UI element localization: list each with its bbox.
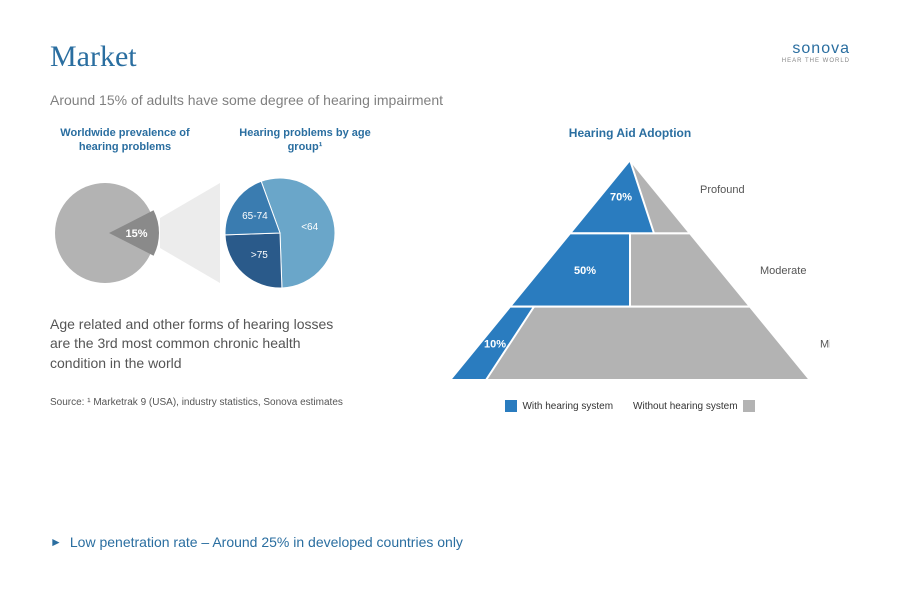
svg-text:15%: 15% bbox=[125, 228, 147, 240]
zoom-connector bbox=[160, 178, 220, 288]
svg-text:<64: <64 bbox=[301, 222, 318, 233]
arrow-icon: ► bbox=[50, 535, 62, 549]
logo-tagline: HEAR THE WORLD bbox=[782, 58, 850, 64]
svg-text:50%: 50% bbox=[574, 265, 596, 277]
svg-text:10%: 10% bbox=[484, 338, 506, 350]
slide-title: Market bbox=[50, 40, 137, 74]
legend-without: Without hearing system bbox=[633, 400, 755, 412]
svg-text:>75: >75 bbox=[251, 250, 268, 261]
brand-logo: sonova HEAR THE WORLD bbox=[782, 40, 850, 64]
legend-with: With hearing system bbox=[505, 400, 613, 412]
slide-subtitle: Around 15% of adults have some degree of… bbox=[50, 92, 850, 108]
pyramid-legend: With hearing system Without hearing syst… bbox=[410, 400, 850, 412]
age-group-pie: <64 >75 65-74 bbox=[220, 173, 340, 293]
right-panel: Hearing Aid Adoption 70% Profound 50% Moder… bbox=[410, 126, 850, 412]
footer-text: Low penetration rate – Around 25% in dev… bbox=[70, 534, 463, 550]
source-text: Source: ¹ Marketrak 9 (USA), industry st… bbox=[50, 397, 410, 408]
pie1-title: Worldwide prevalence of hearing problems bbox=[50, 126, 200, 155]
pyramid-title: Hearing Aid Adoption bbox=[410, 126, 850, 140]
body-text: Age related and other forms of hearing l… bbox=[50, 315, 350, 374]
logo-text: sonova bbox=[782, 40, 850, 58]
svg-text:Mild: Mild bbox=[820, 338, 830, 350]
pyramid-chart: 70% Profound 50% Moderate 10% Mild bbox=[430, 150, 830, 390]
footer-callout: ► Low penetration rate – Around 25% in d… bbox=[50, 534, 463, 550]
svg-text:Profound: Profound bbox=[700, 184, 745, 196]
svg-text:70%: 70% bbox=[610, 192, 632, 204]
prevalence-pie: 15% bbox=[50, 178, 160, 288]
pie2-title: Hearing problems by age group¹ bbox=[230, 126, 380, 155]
svg-text:65-74: 65-74 bbox=[242, 211, 268, 222]
left-panel: Worldwide prevalence of hearing problems… bbox=[50, 126, 410, 412]
svg-text:Moderate: Moderate bbox=[760, 265, 806, 277]
